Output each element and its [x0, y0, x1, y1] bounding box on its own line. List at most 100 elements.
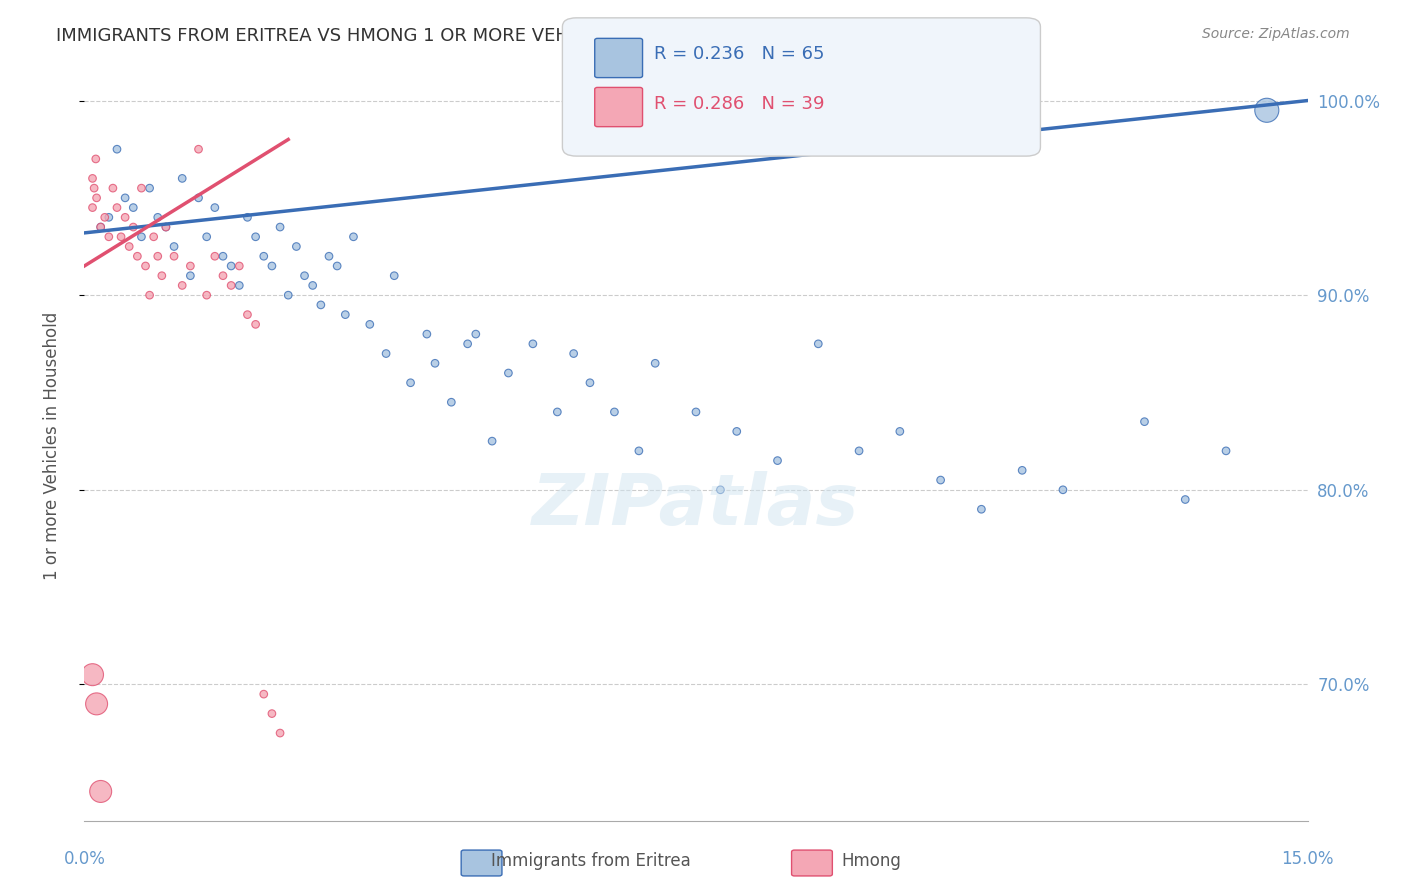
Point	[342, 229, 364, 244]
Point	[269, 220, 291, 235]
Text: Hmong: Hmong	[842, 852, 901, 870]
Point	[86, 697, 108, 711]
Point	[163, 249, 186, 263]
Point	[416, 327, 439, 342]
Point	[294, 268, 316, 283]
Point	[1052, 483, 1074, 497]
Point	[172, 171, 194, 186]
Point	[579, 376, 602, 390]
Point	[807, 336, 830, 351]
Point	[725, 425, 748, 439]
Point	[155, 220, 177, 235]
Text: IMMIGRANTS FROM ERITREA VS HMONG 1 OR MORE VEHICLES IN HOUSEHOLD CORRELATION CHA: IMMIGRANTS FROM ERITREA VS HMONG 1 OR MO…	[56, 27, 966, 45]
Point	[142, 229, 165, 244]
Text: Source: ZipAtlas.com: Source: ZipAtlas.com	[1202, 27, 1350, 41]
Point	[1133, 415, 1156, 429]
Point	[131, 181, 153, 195]
Point	[135, 259, 157, 273]
Text: R = 0.236   N = 65: R = 0.236 N = 65	[654, 45, 824, 62]
Point	[150, 268, 173, 283]
Point	[457, 336, 479, 351]
Point	[114, 211, 136, 225]
Point	[93, 211, 115, 225]
Point	[228, 259, 250, 273]
Point	[187, 142, 209, 156]
Point	[889, 425, 911, 439]
Point	[228, 278, 250, 293]
Point	[179, 259, 201, 273]
Point	[498, 366, 520, 380]
Point	[118, 239, 141, 253]
Point	[318, 249, 340, 263]
Point	[163, 239, 186, 253]
Point	[440, 395, 463, 409]
Text: ZIPatlas: ZIPatlas	[533, 472, 859, 541]
Point	[114, 191, 136, 205]
Point	[236, 211, 259, 225]
Point	[212, 268, 235, 283]
Point	[685, 405, 707, 419]
Point	[627, 443, 650, 458]
Y-axis label: 1 or more Vehicles in Household: 1 or more Vehicles in Household	[42, 312, 60, 580]
Point	[970, 502, 993, 516]
Point	[481, 434, 503, 449]
Point	[204, 249, 226, 263]
Point	[105, 142, 128, 156]
Point	[1215, 443, 1237, 458]
Point	[195, 229, 218, 244]
Point	[127, 249, 149, 263]
Point	[382, 268, 405, 283]
Point	[146, 211, 169, 225]
Point	[219, 278, 242, 293]
Point	[309, 298, 332, 312]
Text: Immigrants from Eritrea: Immigrants from Eritrea	[491, 852, 690, 870]
Point	[83, 181, 105, 195]
Point	[260, 706, 283, 721]
Text: 0.0%: 0.0%	[63, 850, 105, 868]
Point	[138, 181, 160, 195]
Point	[90, 220, 112, 235]
Point	[131, 229, 153, 244]
Point	[236, 308, 259, 322]
Point	[1174, 492, 1197, 507]
Point	[301, 278, 323, 293]
Point	[269, 726, 291, 740]
Point	[84, 152, 107, 166]
Point	[546, 405, 568, 419]
Point	[187, 191, 209, 205]
Point	[219, 259, 242, 273]
Point	[375, 346, 398, 360]
Point	[562, 346, 585, 360]
Point	[709, 483, 731, 497]
Point	[359, 318, 381, 332]
Point	[464, 327, 486, 342]
Point	[212, 249, 235, 263]
Point	[82, 171, 104, 186]
Point	[155, 220, 177, 235]
Point	[97, 229, 120, 244]
Point	[138, 288, 160, 302]
Point	[522, 336, 544, 351]
Point	[766, 453, 789, 467]
Point	[260, 259, 283, 273]
Point	[253, 249, 276, 263]
Point	[90, 220, 112, 235]
Point	[1011, 463, 1033, 477]
Point	[122, 201, 145, 215]
Text: R = 0.286   N = 39: R = 0.286 N = 39	[654, 95, 824, 113]
Point	[86, 191, 108, 205]
Point	[90, 784, 112, 798]
Point	[277, 288, 299, 302]
Point	[101, 181, 124, 195]
Point	[82, 201, 104, 215]
Point	[929, 473, 952, 487]
Point	[644, 356, 666, 370]
Point	[1256, 103, 1278, 118]
Point	[179, 268, 201, 283]
Point	[326, 259, 349, 273]
Point	[172, 278, 194, 293]
Point	[245, 229, 267, 244]
Point	[423, 356, 446, 370]
Point	[399, 376, 422, 390]
Point	[253, 687, 276, 701]
